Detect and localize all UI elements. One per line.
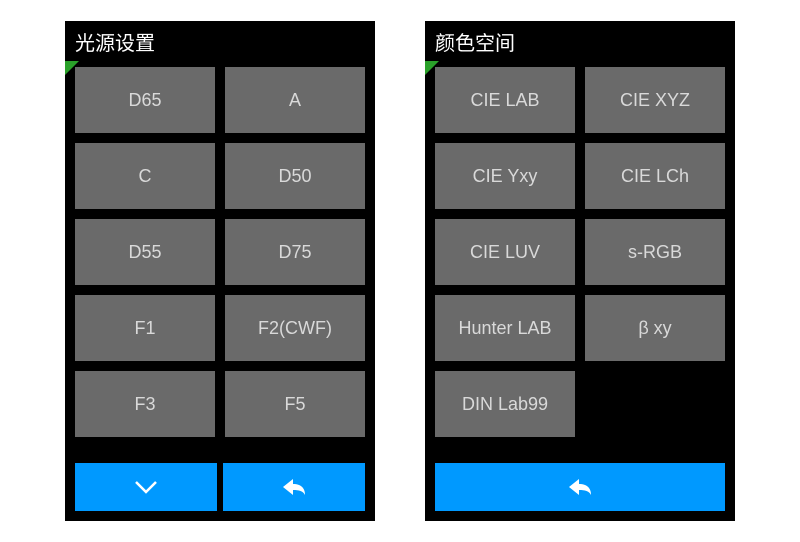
chevron-down-icon [130,471,162,503]
panel-title-bar: 光源设置 [65,21,375,61]
back-arrow-icon [278,471,310,503]
option-d50[interactable]: D50 [225,143,365,209]
back-button[interactable] [223,463,365,511]
status-indicator [425,61,439,75]
option-dinlab99[interactable]: DIN Lab99 [435,371,575,437]
back-button[interactable] [435,463,725,511]
option-d75[interactable]: D75 [225,219,365,285]
next-page-button[interactable] [75,463,217,511]
option-betaxy[interactable]: β xy [585,295,725,361]
options-grid: D65 A C D50 D55 D75 F1 F2(CWF) F3 F5 [65,61,375,463]
option-f1[interactable]: F1 [75,295,215,361]
option-hunterlab[interactable]: Hunter LAB [435,295,575,361]
option-cielab[interactable]: CIE LAB [435,67,575,133]
option-cieyxy[interactable]: CIE Yxy [435,143,575,209]
option-f3[interactable]: F3 [75,371,215,437]
panel-color-space: 颜色空间 CIE LAB CIE XYZ CIE Yxy CIE LCh CIE… [425,21,735,521]
option-c[interactable]: C [75,143,215,209]
option-d65[interactable]: D65 [75,67,215,133]
footer-bar [65,463,375,521]
panel-title: 光源设置 [75,27,155,56]
option-f2cwf[interactable]: F2(CWF) [225,295,365,361]
panel-light-source: 光源设置 D65 A C D50 D55 D75 F1 F2(CWF) F3 F… [65,21,375,521]
option-cieluv[interactable]: CIE LUV [435,219,575,285]
option-d55[interactable]: D55 [75,219,215,285]
option-srgb[interactable]: s-RGB [585,219,725,285]
option-f5[interactable]: F5 [225,371,365,437]
panel-title: 颜色空间 [435,27,515,56]
footer-bar [425,463,735,521]
option-ciexyz[interactable]: CIE XYZ [585,67,725,133]
back-arrow-icon [564,471,596,503]
options-grid: CIE LAB CIE XYZ CIE Yxy CIE LCh CIE LUV … [425,61,735,463]
option-cielch[interactable]: CIE LCh [585,143,725,209]
option-a[interactable]: A [225,67,365,133]
status-indicator [65,61,79,75]
panel-title-bar: 颜色空间 [425,21,735,61]
